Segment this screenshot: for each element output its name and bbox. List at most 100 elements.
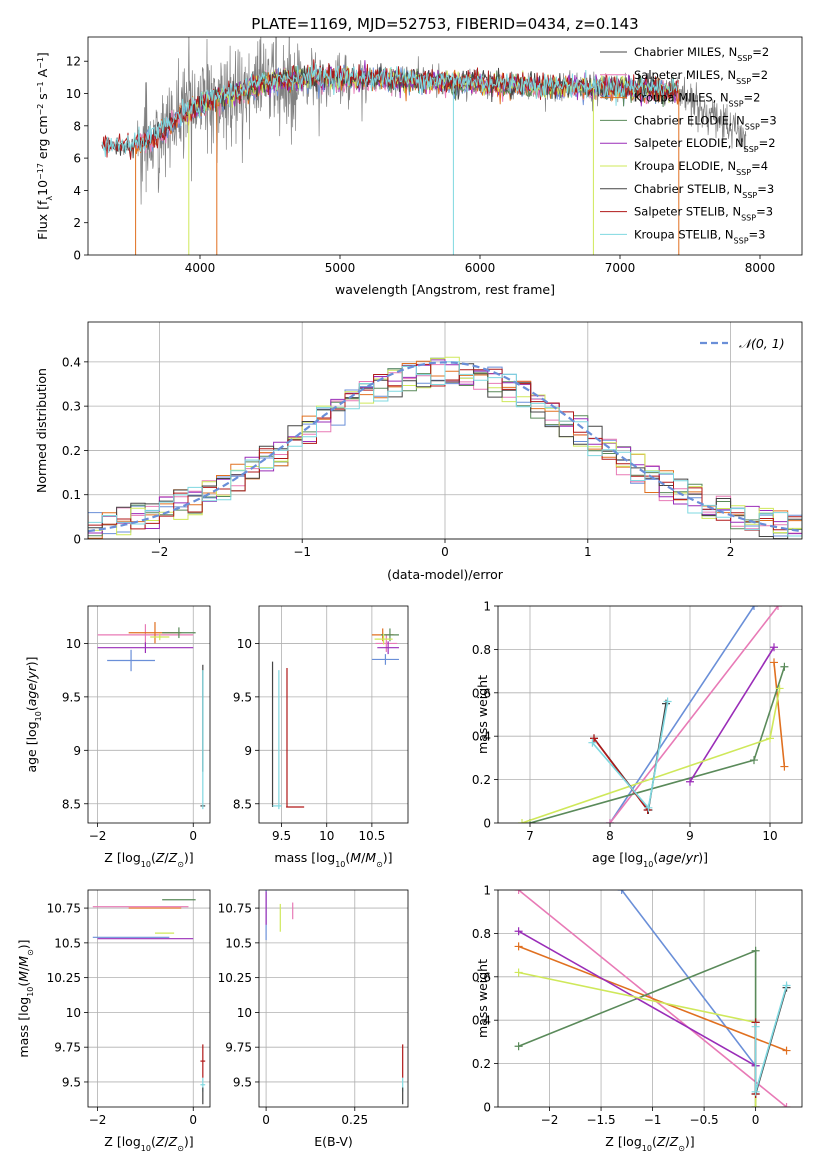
series-line bbox=[754, 985, 788, 1093]
series-marker bbox=[780, 762, 789, 771]
y-tick-label: 8.5 bbox=[233, 797, 252, 811]
series-marker bbox=[782, 981, 791, 990]
y-tick-label: 9 bbox=[73, 744, 81, 758]
y-tick-label: 0.2 bbox=[62, 444, 81, 458]
age-vs-mass-plot-area bbox=[271, 628, 399, 810]
mass-weight-vs-age-axes bbox=[498, 605, 802, 824]
series-kroupa_stelib bbox=[751, 981, 791, 1096]
axes-frame bbox=[87, 36, 803, 256]
axes-frame bbox=[87, 321, 803, 540]
y-tick-label: 0.1 bbox=[62, 488, 81, 502]
y-tick-label: 0.4 bbox=[472, 1014, 491, 1028]
errorbar-point bbox=[375, 634, 398, 652]
errorbar-point bbox=[371, 654, 399, 665]
axes-frame bbox=[87, 889, 211, 1108]
series-marker bbox=[514, 890, 523, 894]
errorbar-point bbox=[200, 1044, 206, 1078]
errorbar-point bbox=[150, 633, 170, 641]
errorbar-point bbox=[97, 642, 194, 654]
y-tick-label: 9 bbox=[244, 744, 252, 758]
y-tick-label: 8 bbox=[73, 119, 81, 133]
mass-vs-EBV-axes bbox=[259, 890, 408, 1107]
legend-label: Chabrier STELIB, NSSP=3 bbox=[634, 182, 774, 200]
axes-frame bbox=[497, 889, 803, 1108]
residuals-axes bbox=[88, 322, 802, 540]
x-tick-label: 8000 bbox=[745, 261, 776, 275]
series-line bbox=[518, 930, 756, 1067]
x-tick-label: 9.5 bbox=[272, 829, 291, 843]
series-kroupa_stelib bbox=[588, 697, 672, 812]
series-salpeter_stelib bbox=[590, 734, 652, 814]
age-vs-mass-x-axis-label: mass [log10(M/M⊙)] bbox=[274, 850, 392, 869]
mass-weight-vs-age-x-axis-label: age [log10(age/yr)] bbox=[592, 850, 708, 869]
legend-label: Salpeter ELODIE, NSSP=2 bbox=[634, 136, 776, 154]
residuals-plot-area bbox=[88, 356, 802, 539]
series-kroupa_elodie bbox=[514, 968, 760, 1107]
series-marker bbox=[518, 819, 526, 823]
x-tick-label: 10.5 bbox=[359, 829, 386, 843]
mass-weight-vs-Z-plot-area bbox=[514, 890, 791, 1107]
y-tick-label: 0.8 bbox=[472, 927, 491, 941]
residuals-x-axis-label: (data-model)/error bbox=[387, 567, 504, 582]
series-marker bbox=[782, 1103, 791, 1107]
y-tick-label: 9.5 bbox=[62, 1075, 81, 1089]
series-marker bbox=[750, 756, 758, 765]
series-marker bbox=[750, 606, 758, 610]
series-chabrier_miles bbox=[606, 606, 758, 823]
axes-frame bbox=[87, 605, 211, 824]
series-marker bbox=[644, 803, 653, 812]
series-line bbox=[521, 688, 781, 823]
y-tick-label: 0.6 bbox=[472, 686, 491, 700]
y-tick-label: 9.5 bbox=[233, 690, 252, 704]
series-marker bbox=[514, 1042, 523, 1051]
mass-vs-Z-x-axis-label: Z [log10(Z/Z⊙)] bbox=[104, 1134, 193, 1153]
y-tick-label: 0 bbox=[483, 817, 491, 831]
y-tick-label: 10.75 bbox=[47, 902, 81, 916]
axes-frame bbox=[258, 605, 409, 824]
legend-label: Salpeter MILES, NSSP=2 bbox=[634, 68, 768, 86]
series-marker bbox=[514, 968, 523, 977]
errorbar-point bbox=[377, 641, 399, 655]
age-vs-Z-axes bbox=[88, 606, 210, 823]
series-salpeter_elodie bbox=[514, 927, 760, 1070]
y-tick-label: 0 bbox=[73, 249, 81, 263]
series-marker bbox=[774, 606, 782, 610]
errorbar-point bbox=[374, 633, 393, 645]
axes-frame bbox=[258, 889, 409, 1108]
mass-weight-vs-Z-axes bbox=[498, 889, 802, 1108]
series-marker bbox=[766, 734, 774, 743]
x-tick-label: 0 bbox=[262, 1113, 270, 1127]
series-kroupa_miles bbox=[770, 658, 789, 771]
x-tick-label: 2 bbox=[727, 545, 735, 559]
errorbar-point bbox=[107, 649, 155, 672]
legend-label: Chabrier MILES, NSSP=2 bbox=[634, 45, 769, 63]
mass-vs-EBV-plot-area bbox=[265, 890, 404, 1105]
series-marker bbox=[514, 927, 523, 936]
y-tick-label: 10.5 bbox=[54, 936, 81, 950]
x-tick-label: −2 bbox=[89, 1113, 107, 1127]
x-tick-label: 0 bbox=[441, 545, 449, 559]
y-tick-label: 0 bbox=[73, 533, 81, 547]
y-tick-label: 9.5 bbox=[62, 690, 81, 704]
errorbar-point bbox=[162, 627, 196, 639]
x-tick-label: −2 bbox=[151, 545, 169, 559]
series-chabrier_elodie bbox=[514, 946, 760, 1107]
x-tick-label: 6000 bbox=[465, 261, 496, 275]
spectrum-y-axis-label: Flux [fλ10−17 erg cm−2 s−1 A−1] bbox=[35, 52, 54, 240]
series-marker bbox=[751, 946, 760, 955]
series-line bbox=[609, 606, 779, 823]
series-line bbox=[773, 662, 786, 767]
normal-reference-curve bbox=[88, 361, 800, 533]
y-tick-label: 0.4 bbox=[472, 730, 491, 744]
y-tick-label: 2 bbox=[73, 216, 81, 230]
y-tick-label: 0.6 bbox=[472, 970, 491, 984]
age-vs-Z-plot-area bbox=[97, 622, 206, 810]
series-marker bbox=[751, 1022, 760, 1031]
legend-label: 𝒩(0, 1) bbox=[739, 336, 785, 351]
spectrum-legend: Chabrier MILES, NSSP=2 Salpeter MILES, NS… bbox=[600, 45, 777, 245]
mass-vs-Z-axes bbox=[88, 890, 210, 1107]
x-tick-label: −2 bbox=[89, 829, 107, 843]
y-tick-label: 10.75 bbox=[218, 902, 252, 916]
x-tick-label: 7 bbox=[526, 829, 534, 843]
series-marker bbox=[775, 684, 784, 693]
